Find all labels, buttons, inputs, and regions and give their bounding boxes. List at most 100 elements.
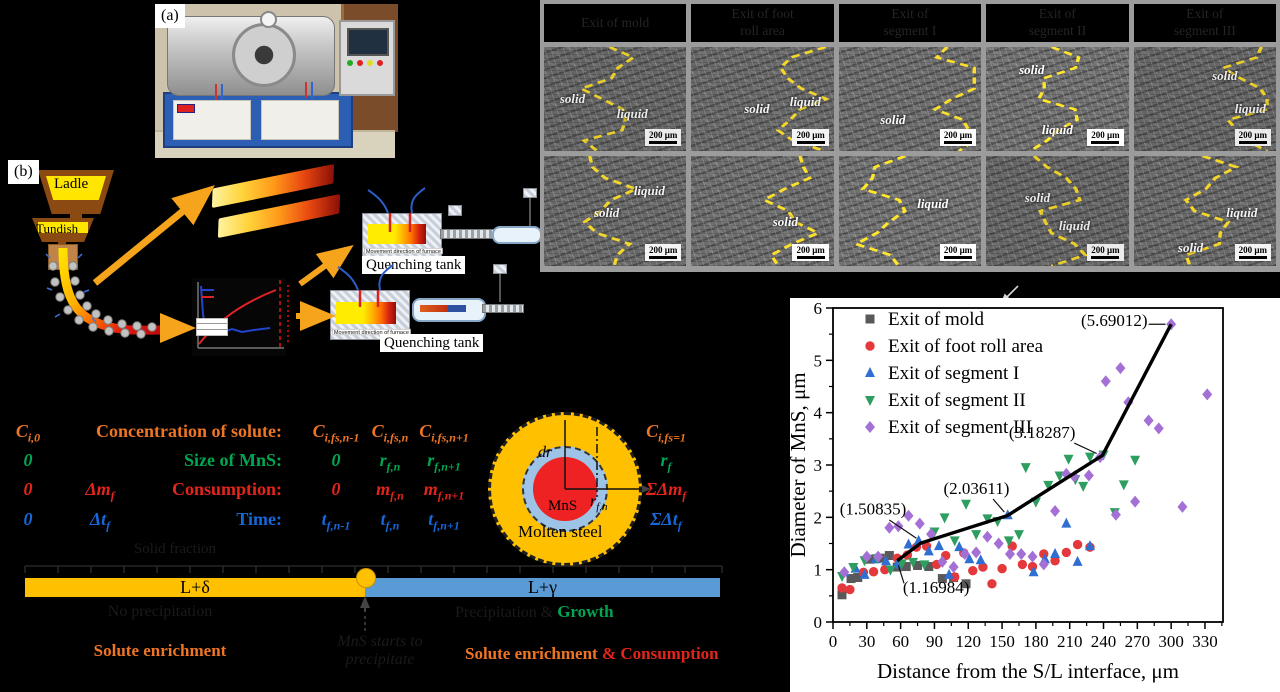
chart-svg: 0 30 60 90 120 150 180 210 240 270 300 330 0 1 2 3 4 5 6 Ex…: [786, 299, 1224, 683]
formula-row-label: Time:: [236, 509, 282, 529]
panel-button: [377, 60, 383, 66]
svg-text:(1.50835): (1.50835): [840, 500, 907, 519]
solid-fraction-note: Solid fraction: [133, 541, 217, 557]
scale-bar-label: 200 μm: [649, 245, 678, 255]
formula-value: Ci,fs,n+1: [419, 421, 469, 445]
micrograph-column-title: Exit of mold: [544, 4, 687, 42]
furnace-photo: [155, 4, 398, 158]
weight-upper: [448, 205, 462, 216]
mns-nucleation-dot: [356, 568, 376, 588]
panel-a-label: (a): [155, 4, 185, 28]
scale-bar-label: 200 μm: [649, 130, 678, 140]
svg-text:90: 90: [926, 632, 943, 651]
svg-text:240: 240: [1091, 632, 1117, 651]
phase-label-liquid: liquid: [1041, 122, 1073, 138]
formula-initial: 0: [23, 509, 33, 529]
l-gamma-label: L+γ: [527, 577, 558, 597]
scale-bar-label: 200 μm: [796, 130, 825, 140]
growth-note: Precipitation & Growth: [455, 602, 614, 622]
arrow-to-upper-furnace: [298, 244, 354, 287]
ampersand: &: [601, 644, 617, 663]
formula-value: Ci,fs,n-1: [312, 421, 360, 445]
micrograph-panel: solid 200 μm: [838, 47, 982, 151]
svg-text:Exit of segment I: Exit of segment I: [888, 363, 1019, 384]
furnace-cabinet: [163, 92, 353, 148]
svg-text:Exit of mold: Exit of mold: [888, 309, 985, 330]
solid-liquid-boundary: [582, 156, 640, 266]
svg-text:5: 5: [814, 351, 823, 370]
pressure-gauge: [260, 11, 277, 28]
phase-label-liquid: liquid: [1226, 205, 1258, 221]
l-delta-bar: L+δ: [25, 577, 365, 597]
pipe: [305, 82, 307, 98]
formula-value: rf,n+1: [427, 450, 461, 474]
phase-label-solid: solid: [1212, 68, 1238, 84]
micrograph-panel: liquid 200 μm: [838, 156, 982, 266]
formula-values: 0 rf,n rf,n+1: [304, 450, 476, 475]
svg-text:120: 120: [956, 632, 982, 651]
cabinet-panel: [261, 100, 339, 140]
support-pin-lower: [499, 272, 501, 302]
ladle-spout: [70, 212, 82, 220]
svg-text:Diameter of MnS, μm: Diameter of MnS, μm: [790, 372, 810, 557]
micrograph-panel: solid liquid 200 μm: [986, 156, 1129, 266]
formula-initial: 0: [23, 479, 33, 499]
formula-total: ΣΔmf: [645, 479, 687, 503]
furnace-melt-upper: [368, 224, 426, 244]
pin-cap-lower: [493, 264, 507, 274]
radius-label: rf,n: [590, 493, 608, 514]
scale-bar-label: 200 μm: [1091, 245, 1120, 255]
caster-rollers: [48, 261, 157, 339]
solute-enrichment-text: Solute enrichment: [465, 644, 598, 663]
svg-text:60: 60: [892, 632, 909, 651]
scale-bar: 200 μm: [1087, 129, 1124, 146]
svg-text:1: 1: [814, 561, 823, 580]
pipe: [215, 84, 217, 100]
formula-value: mf,n: [376, 479, 404, 503]
phase-label-liquid: liquid: [633, 183, 665, 199]
svg-text:210: 210: [1057, 632, 1083, 651]
formula-initial: 0: [23, 450, 33, 470]
scale-bar-label: 200 μm: [1091, 130, 1120, 140]
phase-label-liquid: liquid: [789, 94, 821, 110]
temperature-curves: [197, 282, 284, 349]
micrograph-grid: Exit of mold Exit of foot roll area Exit of…: [540, 0, 1280, 272]
formula-delta: Δmf: [85, 479, 115, 503]
formula-value: 0: [331, 479, 341, 499]
scale-bar-label: 200 μm: [796, 245, 825, 255]
formula-total: Ci,fs=1: [646, 421, 686, 445]
scale-bar: 200 μm: [792, 244, 829, 261]
svg-text:(1.16984): (1.16984): [903, 578, 970, 597]
scale-bar: 200 μm: [645, 129, 682, 146]
arrow-to-slabs: [92, 185, 215, 286]
solid-liquid-boundary: [1183, 156, 1240, 266]
svg-text:0: 0: [829, 632, 838, 651]
phase-label-liquid: liquid: [1058, 218, 1091, 234]
formula-values: tf,n-1 tf,n tf,n+1: [304, 509, 476, 534]
svg-text:300: 300: [1158, 632, 1184, 651]
brand-logo: [177, 104, 195, 113]
svg-text:150: 150: [989, 632, 1015, 651]
tundish-melt: [38, 222, 88, 233]
formula-values: Ci,fs,n-1 Ci,fs,n Ci,fs,n+1: [304, 421, 476, 446]
panel-button: [357, 60, 363, 66]
tundish-label: Tundish: [36, 221, 79, 236]
panel-button: [347, 60, 353, 66]
mns-start-note-line2: precipitate: [345, 651, 415, 668]
mns-start-note-line1: MnS starts to: [337, 633, 423, 650]
formula-value: tf,n: [380, 509, 400, 533]
micrograph-panel: solid liquid 200 μm: [544, 156, 687, 266]
svg-text:(5.69012): (5.69012): [1081, 311, 1148, 330]
temperature-plot: [192, 278, 286, 356]
phase-label-solid: solid: [1177, 240, 1204, 256]
sample-hot-lower: [420, 305, 448, 312]
mns-core-label: MnS: [548, 498, 578, 514]
support-pin-upper: [529, 196, 531, 226]
furnace-direction-upper: Movement direction of furnace: [364, 247, 443, 255]
micrograph-panel: solid 200 μm: [691, 156, 834, 266]
phase-label-liquid: liquid: [1234, 101, 1266, 117]
panel-button: [367, 60, 373, 66]
no-precipitation-note: No precipitation: [107, 603, 213, 620]
scale-bar: 200 μm: [645, 244, 682, 261]
svg-text:6: 6: [814, 299, 823, 318]
